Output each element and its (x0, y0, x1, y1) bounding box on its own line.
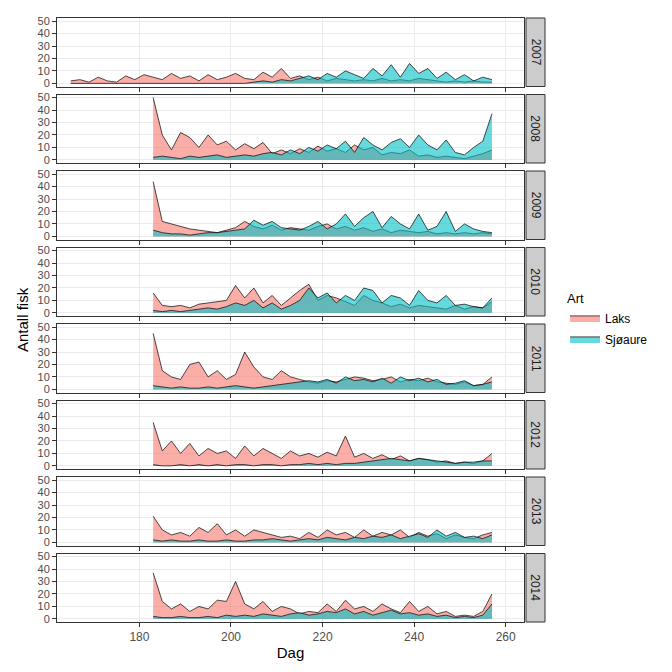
svg-text:40: 40 (38, 486, 50, 498)
svg-text:240: 240 (404, 630, 424, 644)
svg-text:10: 10 (38, 294, 50, 306)
svg-text:200: 200 (221, 630, 241, 644)
svg-text:0: 0 (44, 383, 50, 395)
svg-text:0: 0 (44, 613, 50, 625)
svg-text:20: 20 (38, 435, 50, 447)
svg-text:30: 30 (38, 346, 50, 358)
svg-text:2009: 2009 (529, 192, 543, 219)
svg-text:10: 10 (38, 141, 50, 153)
svg-text:30: 30 (38, 193, 50, 205)
svg-text:0: 0 (44, 307, 50, 319)
svg-text:50: 50 (38, 474, 50, 486)
svg-text:20: 20 (38, 205, 50, 217)
svg-text:10: 10 (38, 371, 50, 383)
svg-text:20: 20 (38, 358, 50, 370)
svg-text:Sjøaure: Sjøaure (605, 333, 647, 347)
svg-text:2008: 2008 (528, 115, 542, 142)
svg-text:50: 50 (38, 244, 50, 256)
svg-text:30: 30 (38, 575, 50, 587)
svg-text:2012: 2012 (528, 421, 542, 448)
svg-text:180: 180 (129, 630, 149, 644)
svg-text:20: 20 (38, 129, 50, 141)
svg-text:2010: 2010 (528, 268, 542, 295)
svg-text:Laks: Laks (605, 312, 630, 326)
svg-text:40: 40 (38, 410, 50, 422)
svg-text:50: 50 (38, 91, 50, 103)
svg-text:50: 50 (38, 15, 50, 27)
svg-text:10: 10 (38, 447, 50, 459)
svg-text:10: 10 (38, 524, 50, 536)
svg-text:10: 10 (38, 600, 50, 612)
svg-text:Dag: Dag (277, 644, 305, 661)
svg-text:40: 40 (38, 180, 50, 192)
svg-text:30: 30 (38, 40, 50, 52)
svg-text:0: 0 (44, 77, 50, 89)
svg-text:20: 20 (38, 282, 50, 294)
svg-text:2007: 2007 (529, 39, 543, 66)
svg-text:40: 40 (38, 27, 50, 39)
svg-text:10: 10 (38, 218, 50, 230)
svg-text:10: 10 (38, 65, 50, 77)
svg-text:0: 0 (44, 230, 50, 242)
svg-text:30: 30 (38, 116, 50, 128)
svg-text:50: 50 (38, 321, 50, 333)
svg-text:0: 0 (44, 154, 50, 166)
svg-text:220: 220 (313, 630, 333, 644)
svg-text:2013: 2013 (529, 498, 543, 525)
svg-text:50: 50 (38, 550, 50, 562)
svg-text:20: 20 (38, 511, 50, 523)
svg-text:30: 30 (38, 269, 50, 281)
svg-text:40: 40 (38, 333, 50, 345)
svg-text:260: 260 (496, 630, 516, 644)
svg-text:40: 40 (38, 563, 50, 575)
svg-text:Art: Art (567, 291, 584, 306)
svg-text:40: 40 (38, 104, 50, 116)
svg-text:30: 30 (38, 422, 50, 434)
svg-text:50: 50 (38, 168, 50, 180)
svg-text:20: 20 (38, 52, 50, 64)
svg-text:2014: 2014 (528, 574, 542, 601)
svg-text:0: 0 (44, 460, 50, 472)
svg-text:20: 20 (38, 588, 50, 600)
svg-text:Antall fisk: Antall fisk (14, 287, 31, 352)
svg-text:0: 0 (44, 536, 50, 548)
svg-text:50: 50 (38, 397, 50, 409)
svg-text:30: 30 (38, 499, 50, 511)
svg-text:2011: 2011 (529, 346, 543, 372)
svg-text:40: 40 (38, 257, 50, 269)
